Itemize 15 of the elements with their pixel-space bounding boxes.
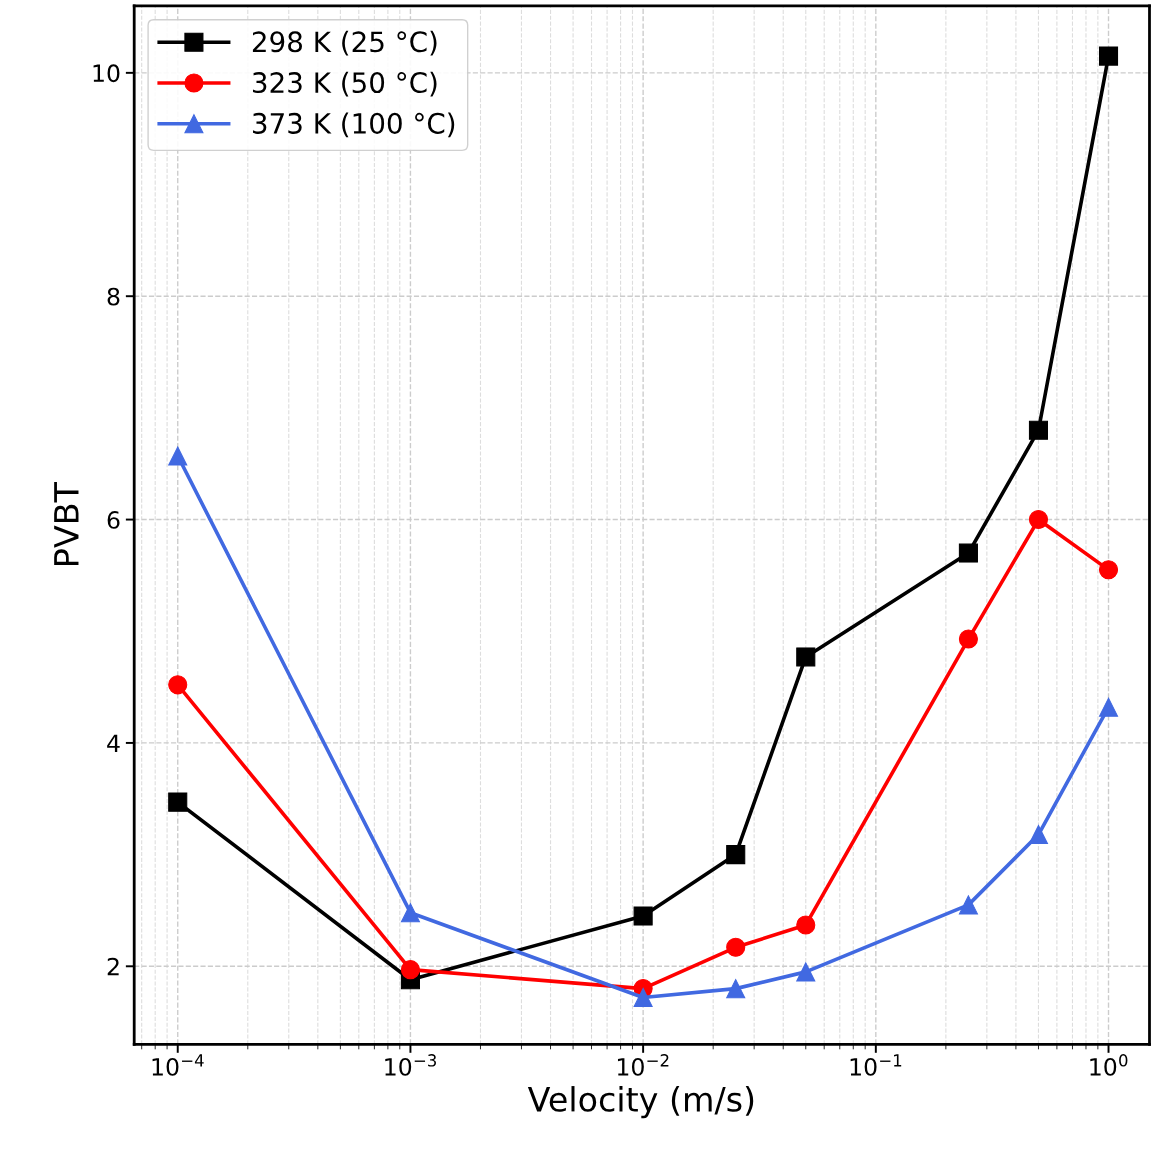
y-tick-label: 2 [107, 957, 119, 976]
y-tick-label: 10 [93, 64, 120, 83]
y-tick-label: 6 [107, 511, 120, 529]
x-axis-title: Velocity (m/s) [527, 1086, 754, 1119]
y-tick-label: 4 [107, 734, 120, 752]
x-tick-label: 10$^{−1}$ [850, 1054, 902, 1076]
x-tick-label: 10$^{−4}$ [152, 1054, 204, 1076]
legend-label: 298 K (25 °C) [252, 30, 437, 56]
legend-label: 323 K (50 °C) [252, 71, 437, 97]
y-tick-label: 8 [107, 287, 120, 306]
legend-label: 373 K (100 °C) [252, 112, 455, 138]
y-axis-title: PVBT [54, 481, 79, 565]
x-tick-label: 10$^{−3}$ [385, 1054, 436, 1076]
x-tick-label: 10$^{−2}$ [617, 1054, 669, 1076]
x-tick-label: 10$^{0}$ [1090, 1054, 1128, 1076]
